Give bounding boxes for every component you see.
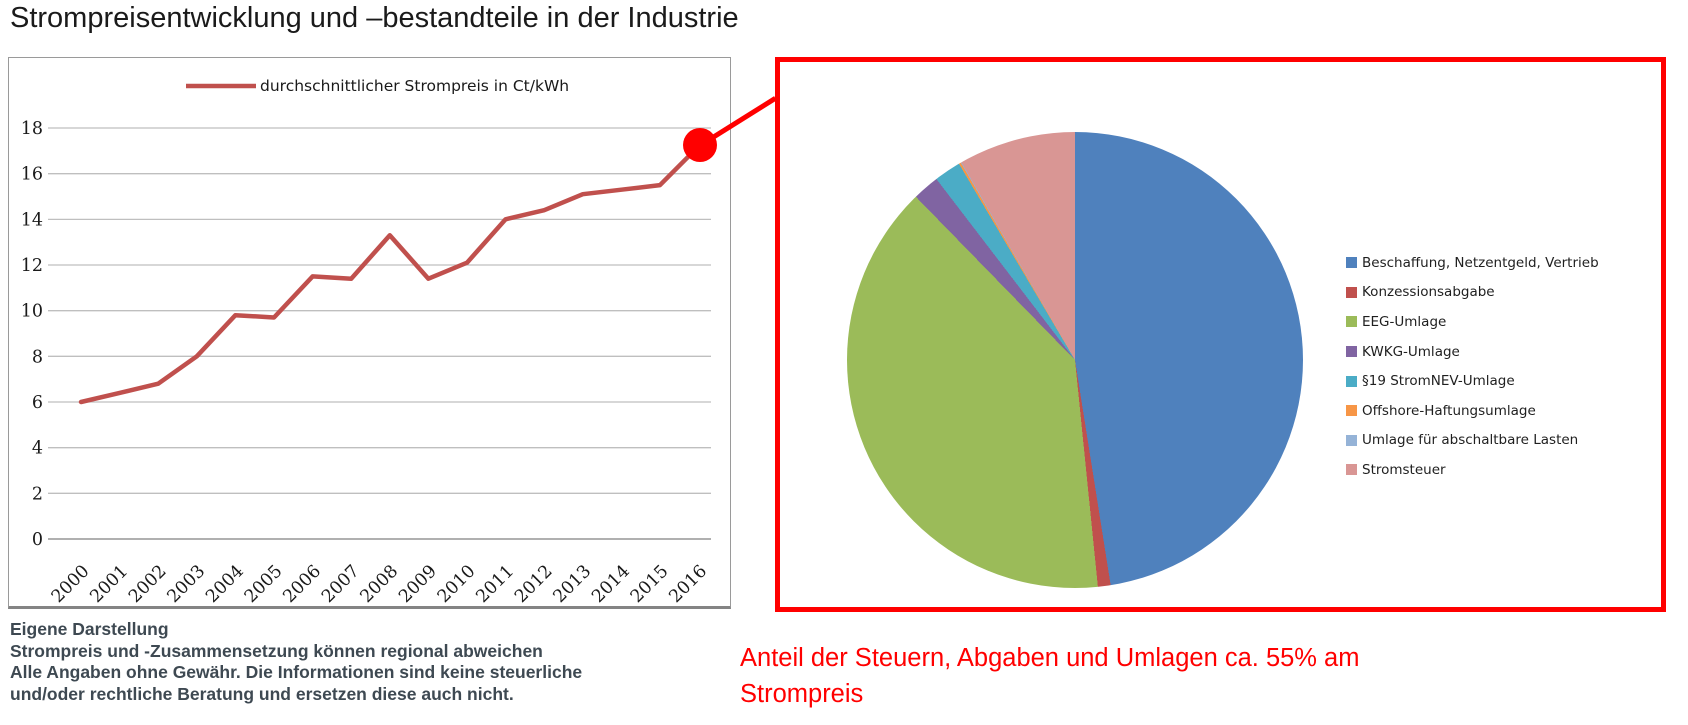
pie-legend-label: Konzessionsabgabe [1362,284,1495,301]
pie-legend-swatch [1346,257,1357,269]
line-chart-panel: 0 2 4 6 8 10 12 14 16 18 2000 2001 2002 2003 2004 2005 2… [8,57,731,609]
x-tick-label: 2003 [164,561,210,606]
pie-legend-label: Beschaffung, Netzentgeld, Vertrieb [1362,254,1599,271]
annotation-text: Anteil der Steuern, Abgaben und Umlagen … [740,644,1360,708]
pie-legend-swatch [1346,346,1357,358]
pie-legend-item: Umlage für abschaltbare Lasten [1346,426,1599,456]
pie-legend-label: Umlage für abschaltbare Lasten [1362,432,1579,449]
pie-legend-item: Stromsteuer [1346,455,1599,485]
footnote-line: Alle Angaben ohne Gewähr. Die Informatio… [10,662,583,682]
footnote-line: Eigene Darstellung [10,619,169,639]
pie-legend-swatch [1346,464,1357,476]
y-tick-label: 12 [21,256,43,276]
y-tick-label: 18 [21,119,43,139]
x-tick-label: 2015 [627,561,673,606]
price-line-series [78,144,701,405]
pie-legend-label: Offshore-Haftungsumlage [1362,402,1536,419]
x-tick-label: 2012 [511,561,557,606]
footnote-block: Eigene Darstellung Strompreis und -Zusamm… [10,619,582,705]
x-tick-label: 2010 [434,561,480,606]
page-title: Strompreisentwicklung und –bestandteile … [10,2,739,34]
x-tick-label: 2006 [279,561,325,606]
pie-legend-item: Beschaffung, Netzentgeld, Vertrieb [1346,248,1599,278]
pie-legend-swatch [1346,375,1357,387]
x-tick-label: 2000 [48,561,94,606]
x-tick-label: 2002 [125,561,171,606]
pie-chart-panel: Beschaffung, Netzentgeld, Vertrieb Konzes… [775,57,1666,612]
pie-legend-item: §19 StromNEV-Umlage [1346,366,1599,396]
pie-legend-label: §19 StromNEV-Umlage [1362,373,1515,390]
x-tick-label: 2014 [588,561,634,606]
y-tick-label: 4 [32,439,43,459]
x-tick-label: 2009 [395,561,441,606]
footnote-line: und/oder rechtliche Beratung und ersetze… [10,683,514,704]
x-tick-label: 2005 [241,561,287,606]
pie-legend-label: EEG-Umlage [1362,313,1447,330]
line-chart-svg: 0246810121416182000200120022003200420052… [21,77,711,606]
pie-legend: Beschaffung, Netzentgeld, Vertrieb Konzes… [1346,248,1599,485]
y-tick-label: 2 [32,484,43,504]
highlight-dot-2016 [683,128,717,162]
pie-legend-swatch [1346,434,1357,446]
y-tick-label: 10 [21,302,43,322]
pie-legend-item: KWKG-Umlage [1346,337,1599,367]
footnote-line: Strompreis und -Zusammensetzung können r… [10,640,543,661]
pie-chart [847,132,1303,588]
pie-legend-swatch [1346,316,1357,328]
x-tick-label: 2004 [202,561,248,606]
y-tick-label: 8 [32,347,43,367]
y-tick-label: 6 [32,393,43,413]
pie-legend-label: KWKG-Umlage [1362,343,1460,360]
x-tick-label: 2007 [318,561,364,606]
x-tick-label: 2008 [357,561,403,606]
y-tick-label: 16 [21,165,43,185]
y-tick-label: 14 [21,210,43,230]
legend-label: durchschnittlicher Strompreis in Ct/kWh [260,77,569,95]
y-tick-label: 0 [32,530,43,550]
x-tick-label: 2001 [86,561,132,606]
pie-legend-swatch [1346,286,1357,298]
x-tick-label: 2013 [550,561,596,606]
x-tick-label: 2011 [472,561,518,606]
pie-legend-item: EEG-Umlage [1346,307,1599,337]
pie-legend-swatch [1346,405,1357,417]
x-tick-label: 2016 [665,561,711,606]
pie-legend-item: Offshore-Haftungsumlage [1346,396,1599,426]
pie-legend-label: Stromsteuer [1362,461,1446,478]
pie-legend-item: Konzessionsabgabe [1346,278,1599,308]
